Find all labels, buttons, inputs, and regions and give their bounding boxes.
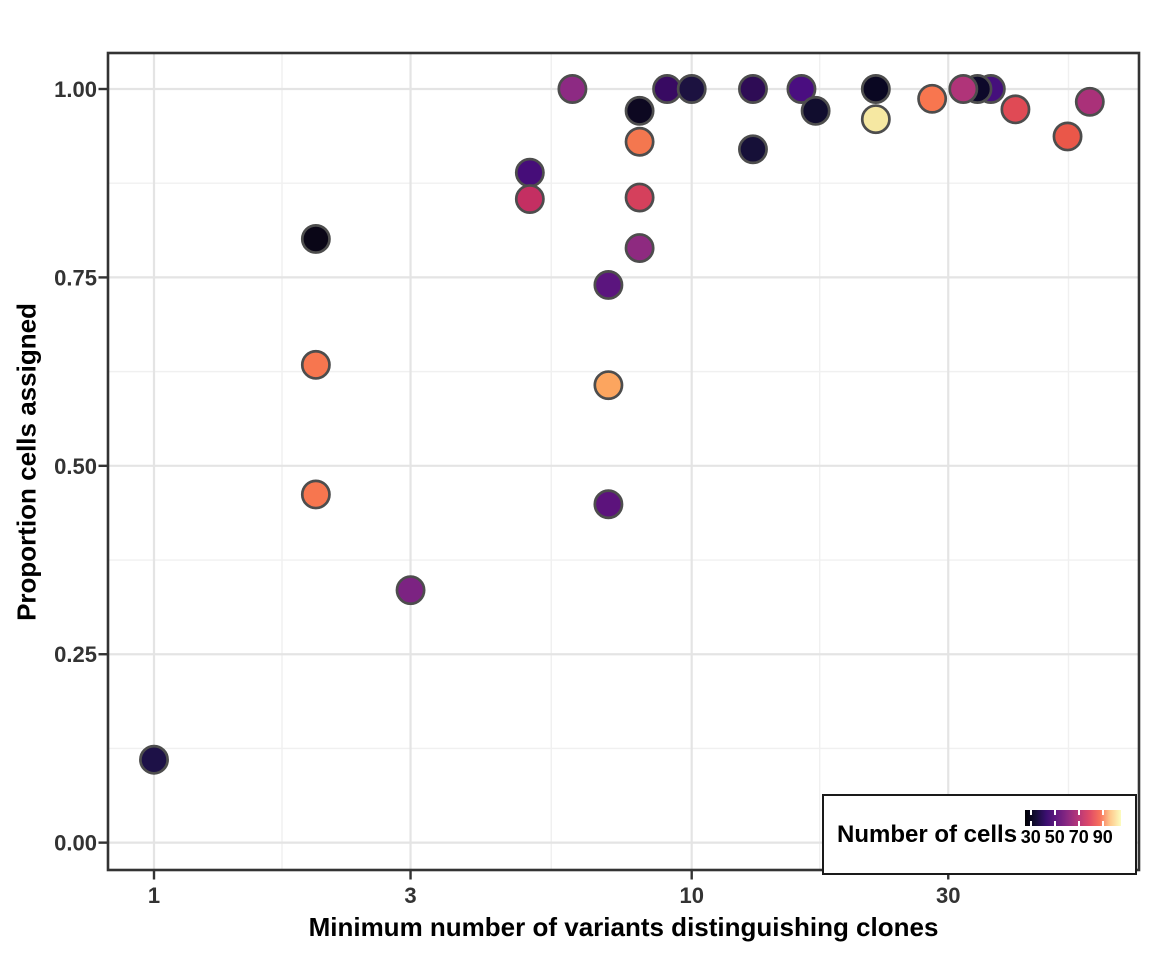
legend-tick-label: 50	[1044, 827, 1065, 847]
data-point	[1000, 94, 1031, 125]
data-point	[395, 575, 426, 606]
data-point	[300, 349, 331, 380]
data-point	[948, 74, 979, 104]
data-point	[593, 489, 624, 520]
x-tick-label: 30	[936, 883, 960, 908]
data-point	[860, 104, 891, 135]
data-point	[676, 74, 707, 104]
data-point	[624, 95, 655, 126]
data-point	[652, 74, 683, 104]
legend-colorbar-tick	[1029, 821, 1032, 826]
legend-colorbar-tick	[1053, 810, 1056, 815]
x-tick-label: 3	[404, 883, 416, 908]
data-point	[738, 134, 768, 165]
data-point	[860, 74, 891, 104]
data-point	[514, 157, 545, 188]
legend-title: Number of cells	[837, 820, 1018, 848]
data-point	[624, 182, 655, 213]
y-tick-label: 0.50	[54, 454, 97, 479]
panel-border	[106, 51, 1141, 872]
data-point	[786, 74, 817, 104]
data-point	[557, 74, 588, 104]
y-axis-title: Proportion cells assigned	[11, 303, 42, 621]
data-point	[800, 95, 831, 126]
y-tick-label: 0.75	[54, 265, 97, 290]
legend-colorbar-tick	[1053, 821, 1056, 826]
data-point	[300, 479, 331, 510]
y-tick-label: 0.25	[54, 642, 97, 667]
data-point	[917, 83, 948, 114]
legend-tick-label: 90	[1092, 827, 1113, 847]
data-point	[738, 74, 768, 104]
data-point	[1052, 121, 1083, 152]
data-point	[593, 269, 624, 300]
legend-colorbar-gradient	[1025, 810, 1121, 826]
data-point	[1074, 86, 1105, 117]
data-point	[593, 370, 624, 401]
y-tick-label: 0.00	[54, 831, 97, 856]
y-tick-label: 1.00	[54, 77, 97, 102]
legend-colorbar-tick	[1101, 810, 1104, 815]
legend-tick-label: 70	[1068, 827, 1089, 847]
legend-colorbar-tick	[1029, 810, 1032, 815]
data-point	[624, 126, 655, 157]
data-point	[624, 233, 655, 263]
data-point	[300, 224, 331, 254]
data-point	[139, 744, 169, 775]
legend-colorbar-tick	[1077, 821, 1080, 826]
legend-colorbar-tick	[1101, 821, 1104, 826]
data-point	[514, 184, 545, 214]
x-axis-title: Minimum number of variants distinguishin…	[308, 912, 939, 942]
panel-background	[108, 53, 1139, 870]
legend-tick-label: 30	[1020, 827, 1041, 847]
x-tick-label: 10	[679, 883, 703, 908]
legend-colorbar-tick	[1077, 810, 1080, 815]
legend-box: Number of cells 30 50 70 90	[822, 794, 1137, 875]
x-tick-label: 1	[148, 883, 160, 908]
